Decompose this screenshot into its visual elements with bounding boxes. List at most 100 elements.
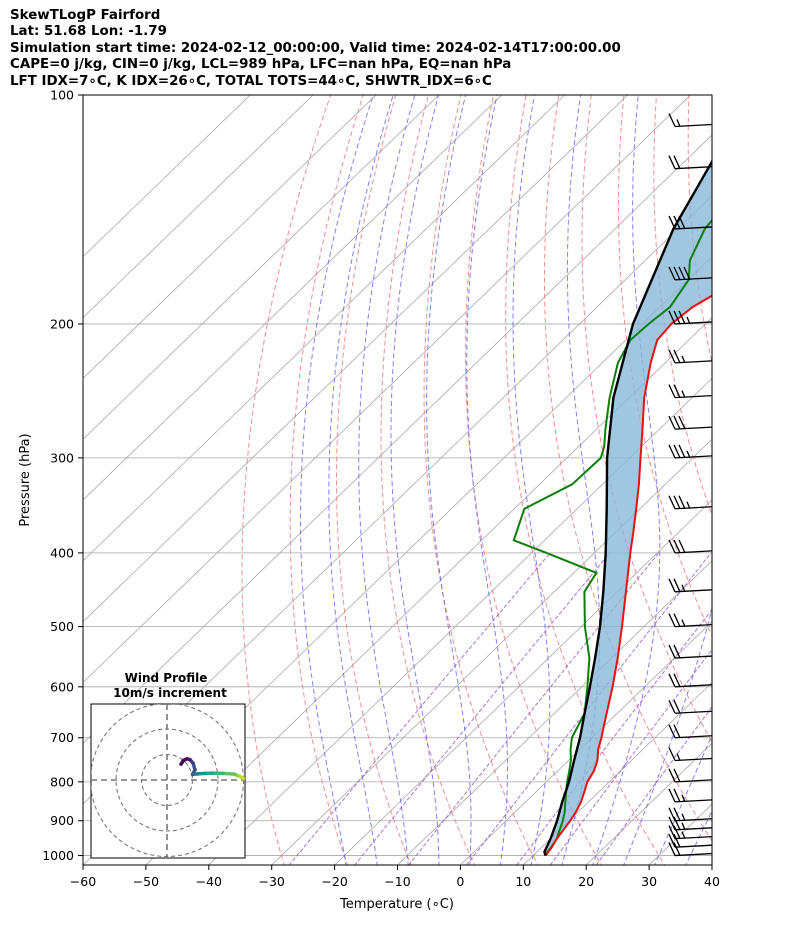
wind-barb-staff [674, 550, 713, 554]
isotherm-line [334, 499, 712, 865]
wind-barb-flag [668, 266, 676, 281]
wind-barb [668, 444, 713, 459]
hodograph-segment [179, 758, 186, 766]
profile-lines [512, 159, 712, 857]
dry-adiabat [653, 95, 712, 517]
cape-cin-fill [544, 161, 712, 856]
chart-header: SkewTLogP Fairford Lat: 51.68 Lon: -1.79… [10, 8, 621, 90]
wind-barb-flag [668, 613, 676, 627]
wind-barb-staff [674, 779, 713, 783]
wind-barb-flag [673, 788, 681, 803]
isotherm-line [711, 864, 712, 865]
wind-barb-flag [678, 310, 686, 325]
wind-barb [668, 349, 713, 364]
wind-barb-half-flag [681, 619, 686, 627]
dry-adiabat [289, 95, 364, 865]
isotherm-line [83, 95, 377, 379]
wind-barb [668, 384, 713, 399]
moist-adiabat [712, 78, 794, 875]
wind-barb-flag [673, 384, 681, 398]
wind-barb-staff [674, 360, 713, 364]
wind-barb-staff [674, 395, 713, 399]
wind-barb [668, 768, 713, 783]
stability-indices-1: CAPE=0 j/kg, CIN=0 j/kg, LCL=989 hPa, LF… [10, 57, 512, 73]
y-tick-label: 200 [50, 316, 74, 331]
wind-barb-flag [668, 768, 676, 783]
lat-lon: Lat: 51.68 Lon: -1.79 [10, 24, 167, 40]
wind-barb-half-flag [681, 813, 686, 821]
x-tick-label: −40 [196, 874, 222, 889]
x-axis-label: Temperature (∘C) [339, 897, 454, 912]
x-tick-label: 20 [578, 874, 594, 889]
hodograph-segment [221, 771, 237, 776]
wind-barb-staff [674, 623, 713, 628]
mixing-ratio-line [466, 552, 712, 865]
wind-barb-staff [674, 426, 713, 430]
wind-barb-flag [668, 673, 676, 688]
dry-adiabat [786, 78, 794, 875]
wind-barb-half-flag [676, 753, 681, 761]
wind-barbs [668, 113, 713, 857]
wind-barb [668, 113, 713, 128]
stability-indices-2: LFT IDX=7∘C, K IDX=26∘C, TOTAL TOTS=44∘C… [10, 73, 492, 89]
wind-barb-flag [673, 699, 681, 714]
wind-barb-flag [673, 842, 681, 856]
x-tick-label: −10 [384, 874, 410, 889]
parcel-line [543, 159, 712, 856]
moist-adiabat [512, 95, 551, 865]
wind-barb-flag [673, 349, 681, 364]
wind-barb-staff [674, 123, 713, 128]
x-tick-label: 40 [704, 874, 720, 889]
wind-barb-staff [674, 818, 713, 822]
dry-adiabat [722, 78, 794, 875]
wind-barb [668, 644, 713, 659]
wind-barb [668, 495, 713, 510]
isotherm-line [396, 560, 712, 865]
mixing-ratio-line [549, 648, 712, 865]
mixing-ratio-line [595, 706, 712, 865]
moist-adiabat [358, 95, 416, 865]
isotherm-line [83, 95, 440, 440]
wind-barb-flag [678, 415, 686, 430]
wind-barb-flag [673, 155, 681, 169]
wind-barb-flag [673, 644, 681, 659]
wind-barb-staff [674, 589, 713, 593]
wind-barb-half-flag [676, 119, 681, 127]
wind-barb-flag [673, 215, 681, 230]
y-tick-label: 1000 [42, 848, 74, 863]
simulation-times: Simulation start time: 2024-02-12_00:00:… [10, 40, 621, 56]
hodograph-subtitle: 10m/s increment [113, 686, 227, 700]
wind-barb-staff [674, 506, 713, 510]
wind-barb-half-flag [681, 390, 686, 398]
moist-adiabat [426, 95, 472, 865]
x-tick-label: −30 [259, 874, 285, 889]
wind-barb-flag [673, 807, 681, 822]
wind-barb [668, 724, 713, 739]
moist-adiabat [390, 95, 440, 865]
wind-barb-flag [673, 613, 681, 627]
y-tick-label: 300 [50, 450, 74, 465]
isotherm-line [83, 95, 314, 319]
wind-barb-staff [674, 277, 713, 281]
wind-barb-half-flag [686, 316, 691, 325]
wind-barb-half-flag [681, 794, 686, 803]
wind-barb-staff [674, 799, 713, 803]
wind-barb-flag [673, 444, 681, 459]
wind-barb-staff [674, 684, 713, 688]
wind-barb [668, 155, 713, 170]
dry-adiabat [241, 95, 332, 865]
moist-adiabat [623, 104, 712, 865]
wind-barb-half-flag [686, 501, 691, 510]
wind-barb-flag [668, 816, 676, 831]
wind-barb-flag [668, 215, 676, 230]
wind-barb-flag [668, 495, 676, 510]
mixing-ratio-line [516, 608, 712, 865]
y-tick-label: 100 [50, 88, 74, 103]
wind-barb-staff [674, 166, 713, 170]
dewpoint-line [512, 218, 712, 857]
wind-barb-staff [674, 226, 713, 230]
wind-barb-flag [668, 349, 676, 364]
x-tick-label: 30 [641, 874, 657, 889]
wind-barb-half-flag [681, 822, 686, 831]
moist-adiabat [592, 95, 661, 865]
